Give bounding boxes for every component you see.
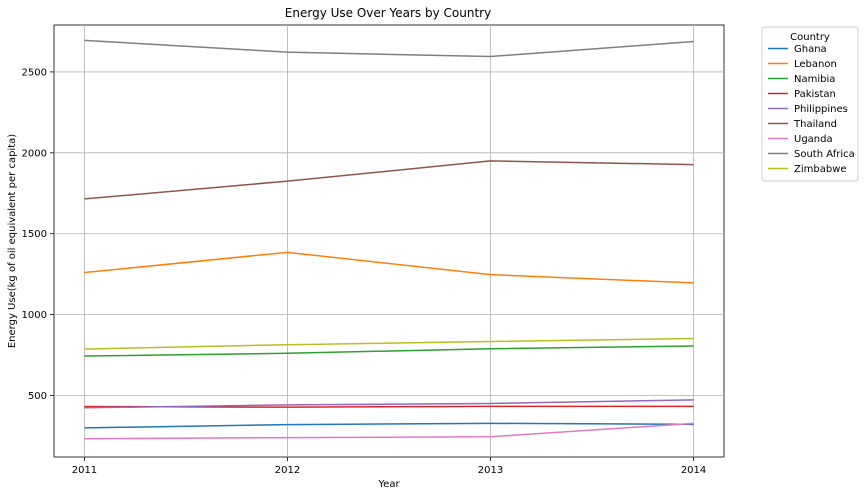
y-tick-label: 2000: [22, 148, 47, 159]
legend-label: Uganda: [794, 134, 833, 145]
y-tick-label: 1500: [22, 229, 47, 240]
series-line-philippines: [84, 399, 694, 409]
series-line-namibia: [84, 345, 694, 357]
legend-label: Pakistan: [794, 89, 836, 100]
plot-area-frame: [53, 24, 725, 458]
legend-label: Namibia: [794, 74, 835, 85]
x-tick-label: 2012: [275, 465, 300, 476]
legend-title: Country: [790, 32, 830, 43]
legend: Country Ghana Lebanon Namibia Pakistan Phili…: [761, 26, 859, 182]
legend-label: Philippines: [794, 104, 848, 115]
x-tick-label: 2011: [72, 465, 97, 476]
legend-label: Lebanon: [794, 59, 837, 70]
legend-label: Ghana: [794, 44, 827, 55]
series-line-lebanon: [84, 251, 694, 284]
x-axis-ticks: 2011 2012 2013 2014: [72, 457, 706, 476]
legend-label: Zimbabwe: [794, 164, 847, 175]
series-line-ghana: [84, 422, 694, 429]
x-tick-label: 2014: [681, 465, 706, 476]
y-tick-label: 1000: [22, 310, 47, 321]
series-line-zimbabwe: [84, 337, 694, 350]
chart-title: Energy Use Over Years by Country: [285, 6, 491, 20]
series-line-south-africa: [84, 39, 694, 58]
series-lines: [84, 39, 694, 440]
series-line-uganda: [84, 422, 694, 440]
x-tick-label: 2013: [478, 465, 503, 476]
legend-label: Thailand: [793, 119, 837, 130]
y-tick-label: 500: [28, 391, 47, 402]
y-axis-label: Energy Use(kg of oil equivalent per capi…: [7, 134, 18, 348]
legend-label: South Africa: [794, 149, 855, 160]
gridlines: [54, 25, 724, 457]
series-line-thailand: [84, 160, 694, 200]
x-axis-label: Year: [377, 479, 400, 490]
y-tick-label: 2500: [22, 67, 47, 78]
y-axis-ticks: 500 1000 1500 2000 2500: [22, 67, 54, 402]
legend-box: [761, 26, 859, 182]
